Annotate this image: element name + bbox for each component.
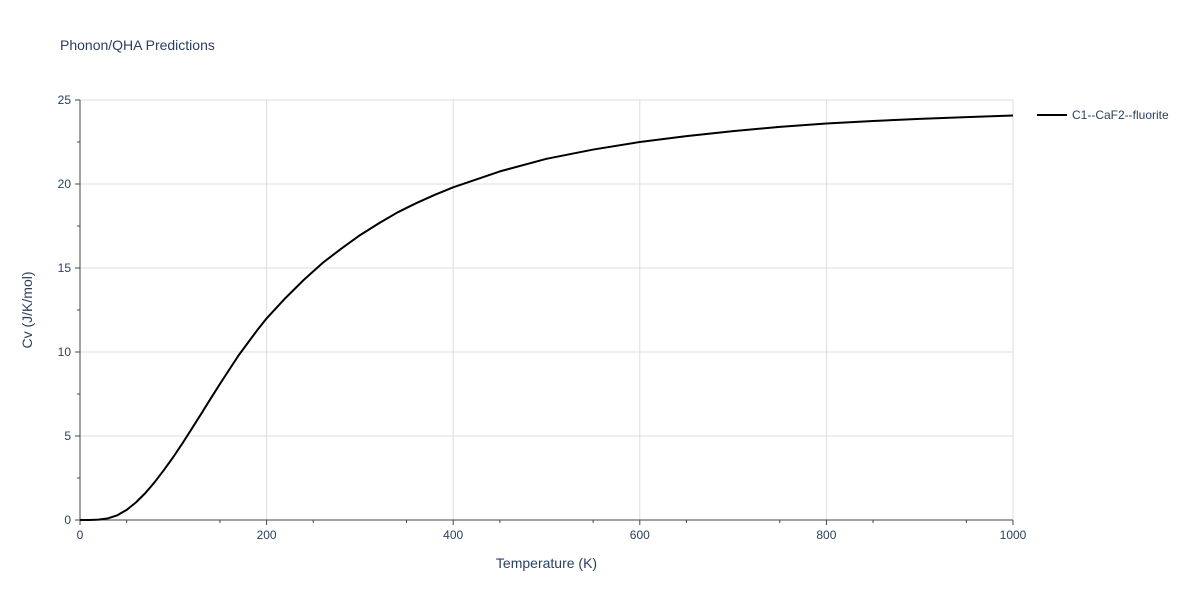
axes: 0 5 10 15 20 25 0 200 400 600 800 1000 <box>58 93 1027 542</box>
y-tick-label: 20 <box>58 177 72 191</box>
x-tick-label: 400 <box>443 528 463 542</box>
series-layer <box>80 114 1014 521</box>
x-tick-label: 600 <box>630 528 650 542</box>
y-tick-label: 10 <box>58 345 72 359</box>
x-tick-label: 200 <box>257 528 277 542</box>
x-tick-label: 0 <box>77 528 84 542</box>
x-tick-label: 800 <box>816 528 836 542</box>
x-tick-label: 1000 <box>1000 528 1027 542</box>
chart-title: Phonon/QHA Predictions <box>60 37 215 53</box>
legend[interactable]: C1--CaF2--fluorite <box>1037 108 1169 122</box>
y-tick-label: 25 <box>58 93 72 107</box>
grid-lines <box>80 99 1014 520</box>
x-axis-label: Temperature (K) <box>496 555 597 571</box>
legend-label: C1--CaF2--fluorite <box>1072 108 1169 122</box>
y-tick-label: 5 <box>64 429 71 443</box>
y-tick-label: 15 <box>58 261 72 275</box>
series-line-0[interactable] <box>80 114 1014 521</box>
y-tick-label: 0 <box>64 513 71 527</box>
y-axis-label: Cv (J/K/mol) <box>19 272 35 349</box>
